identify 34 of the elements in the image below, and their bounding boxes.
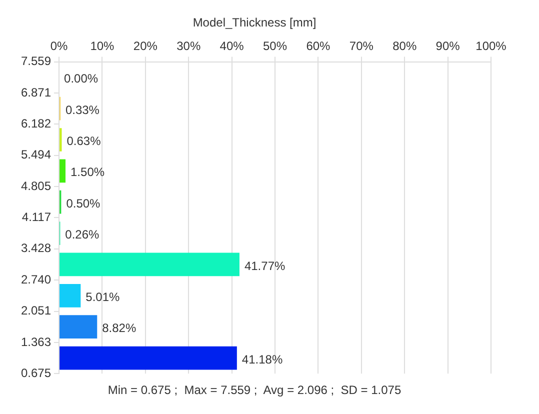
- y-tick-label: 1.363: [21, 334, 52, 349]
- x-tick-label: 70%: [349, 38, 374, 53]
- y-tick-label: 3.428: [21, 241, 52, 256]
- data-label: 0.50%: [66, 196, 101, 210]
- y-tick-label: 2.051: [21, 304, 52, 318]
- data-label: 0.33%: [65, 102, 100, 117]
- data-label: 5.01%: [86, 290, 120, 304]
- data-label: 0.26%: [65, 228, 100, 242]
- x-tick-label: 50%: [263, 38, 288, 53]
- x-tick-label: 90%: [436, 38, 460, 53]
- y-tick-label: 4.117: [22, 210, 52, 224]
- y-tick-label: 7.559: [21, 54, 52, 68]
- y-tick-label: 0.675: [21, 366, 52, 380]
- data-label: 41.77%: [244, 258, 286, 273]
- x-tick-label: 30%: [176, 38, 201, 53]
- x-tick-label: 100%: [476, 38, 507, 53]
- x-tick-label: 80%: [392, 38, 417, 53]
- x-tick-label: 10%: [90, 38, 115, 53]
- x-tick-label: 0%: [50, 38, 68, 53]
- y-tick-label: 6.182: [21, 116, 52, 130]
- data-label: 0.00%: [64, 72, 98, 86]
- text: Min = 0.675 ; Max = 7.559 ; Avg = 2.096 ; SD = 1.075: [108, 383, 402, 398]
- data-label: 1.50%: [70, 165, 105, 180]
- x-tick-label: 20%: [133, 38, 158, 53]
- x-tick-label: 40%: [220, 38, 244, 53]
- y-tick-label: 4.805: [21, 178, 52, 193]
- y-tick-label: 6.871: [21, 85, 52, 100]
- y-tick-label: 5.494: [21, 148, 52, 162]
- chart-title: Model_Thickness [mm]: [192, 16, 316, 30]
- data-label: 8.82%: [102, 321, 136, 336]
- y-tick-label: 2.740: [21, 272, 52, 286]
- x-tick-label: 60%: [306, 38, 331, 53]
- data-label: 41.18%: [242, 352, 283, 366]
- data-label: 0.63%: [66, 134, 102, 148]
